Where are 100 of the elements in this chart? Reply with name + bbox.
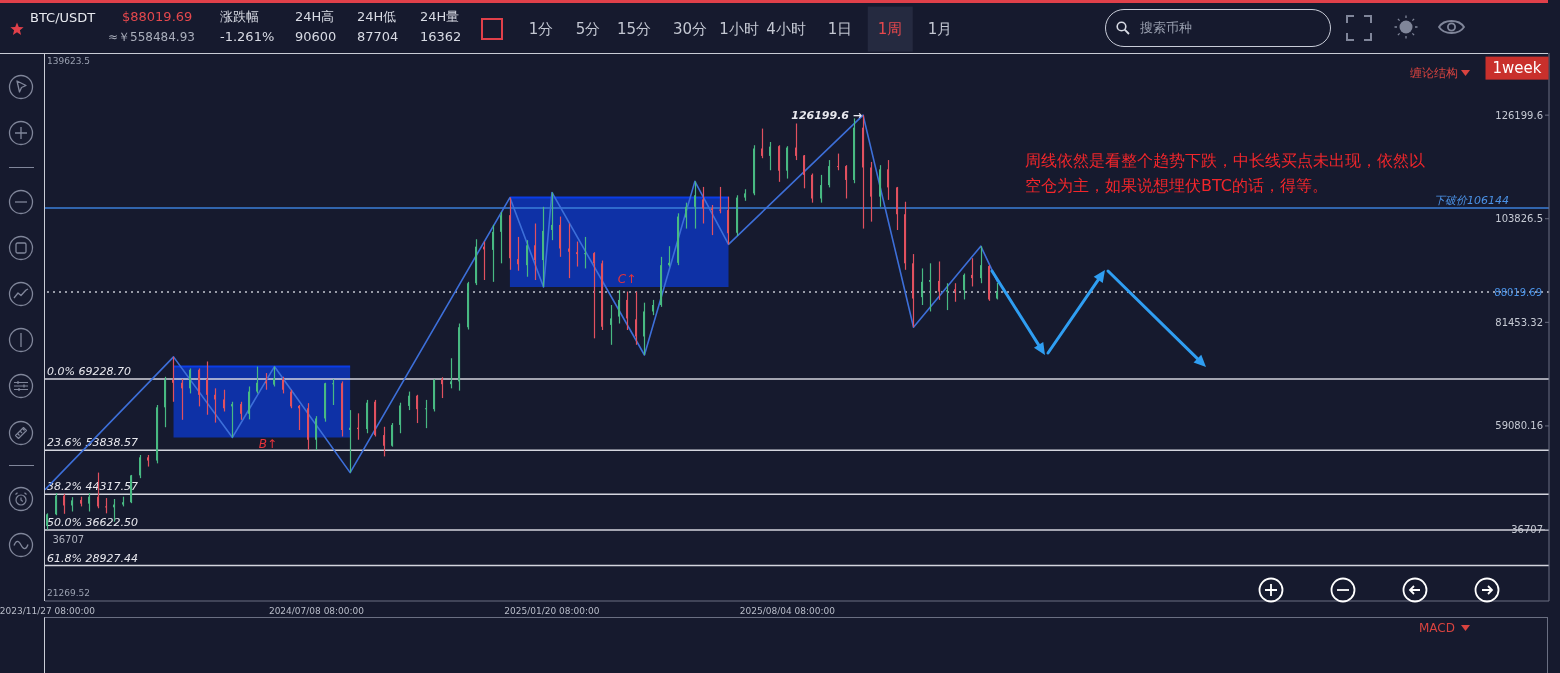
candlestick xyxy=(172,356,175,403)
candlestick xyxy=(912,253,915,328)
text: 87704 xyxy=(357,28,399,46)
candlestick xyxy=(954,282,957,303)
candlestick xyxy=(618,289,621,325)
candlestick xyxy=(610,304,613,346)
annotation: B↑ xyxy=(258,436,278,452)
annotation: 126199.6 → xyxy=(791,109,863,123)
x-tick-label: 2024/07/08 08:00:00 xyxy=(268,606,365,616)
candlestick xyxy=(189,367,192,395)
candlestick xyxy=(542,206,545,288)
ref-line-label: 50.0% 36622.50 xyxy=(47,515,138,529)
candlestick xyxy=(677,212,680,266)
candlestick xyxy=(921,267,924,306)
candlestick xyxy=(837,152,840,171)
candlestick xyxy=(786,145,789,180)
candlestick xyxy=(652,299,655,316)
candlestick xyxy=(198,367,201,407)
candlestick xyxy=(736,194,739,237)
candlestick xyxy=(643,302,646,356)
candlestick xyxy=(904,201,907,271)
y-tick-label: 103826.5 xyxy=(1495,213,1543,225)
candlestick xyxy=(761,127,764,159)
candlestick xyxy=(240,401,243,421)
candlestick xyxy=(55,492,58,516)
annotation: 缠论结构 xyxy=(1410,65,1458,81)
candlestick xyxy=(122,496,125,507)
ref-line-label: 下破价106144 xyxy=(1434,194,1509,208)
y-tick-label: 81453.32 xyxy=(1495,316,1543,328)
candlestick xyxy=(441,376,444,399)
candlestick xyxy=(374,399,377,438)
annotation: 139623.5 xyxy=(47,56,90,68)
text: MACD xyxy=(1419,620,1455,636)
candlestick xyxy=(711,204,714,236)
ref-line-label: 61.8% 28927.44 xyxy=(47,551,138,565)
candlestick xyxy=(896,186,899,231)
candlestick xyxy=(500,211,503,264)
y-tick-label: 126199.6 xyxy=(1495,109,1543,121)
candlestick xyxy=(929,262,932,313)
annotation: 1week xyxy=(1485,56,1549,80)
candlestick xyxy=(391,422,394,448)
candlestick xyxy=(685,202,688,230)
candlestick xyxy=(265,372,268,391)
candlestick xyxy=(551,191,554,241)
candlestick xyxy=(778,144,781,183)
text: 1分 xyxy=(528,19,554,39)
candlestick xyxy=(601,259,604,331)
candlestick xyxy=(694,180,697,230)
candlestick xyxy=(71,496,74,513)
candlestick xyxy=(879,164,882,208)
candlestick xyxy=(88,492,91,513)
candlestick xyxy=(458,322,461,392)
candlestick xyxy=(769,141,772,171)
candlestick xyxy=(744,188,747,202)
text: 1小时 xyxy=(719,19,759,39)
candlestick xyxy=(526,239,529,278)
candlestick xyxy=(853,117,856,184)
candlestick xyxy=(719,186,722,214)
candlestick xyxy=(273,365,276,388)
text: 4小时 xyxy=(766,19,806,39)
candlestick xyxy=(315,415,318,451)
candlestick xyxy=(450,357,453,389)
candlestick xyxy=(971,257,974,288)
text: 1周 xyxy=(867,6,913,52)
text: 15分 xyxy=(616,19,652,39)
text: 90600 xyxy=(295,28,337,46)
text: 24H高 xyxy=(295,8,335,26)
candlestick xyxy=(509,196,512,271)
candlestick xyxy=(946,282,949,311)
candlestick xyxy=(702,186,705,225)
y-tick-label: 59080.16 xyxy=(1495,420,1543,432)
candlestick xyxy=(324,382,327,423)
candlestick xyxy=(492,224,495,283)
candlestick xyxy=(559,215,562,258)
text: 1月 xyxy=(927,19,953,39)
candlestick xyxy=(139,454,142,479)
candlestick xyxy=(593,251,596,339)
candlestick xyxy=(307,402,310,451)
candlestick xyxy=(256,365,259,395)
text: 1日 xyxy=(827,19,853,39)
candlestick xyxy=(341,380,344,438)
candlestick xyxy=(635,290,638,346)
candlestick xyxy=(795,122,798,161)
ref-line-label: 0.0% 69228.70 xyxy=(47,364,131,378)
candlestick xyxy=(660,256,663,308)
text: -1.261% xyxy=(220,28,275,46)
candlestick xyxy=(248,385,251,420)
candlestick xyxy=(568,222,571,279)
text: 搜索币种 xyxy=(1140,19,1192,37)
annotation: 21269.52 xyxy=(47,588,90,600)
candlestick xyxy=(80,496,83,507)
text: 16362 xyxy=(420,28,462,46)
candlestick xyxy=(517,236,520,272)
candlestick xyxy=(290,389,293,409)
candlestick xyxy=(164,376,167,428)
candlestick xyxy=(811,172,814,204)
candlestick xyxy=(980,245,983,284)
candlestick xyxy=(433,378,436,413)
candlestick xyxy=(626,290,629,331)
candlestick xyxy=(534,222,537,281)
